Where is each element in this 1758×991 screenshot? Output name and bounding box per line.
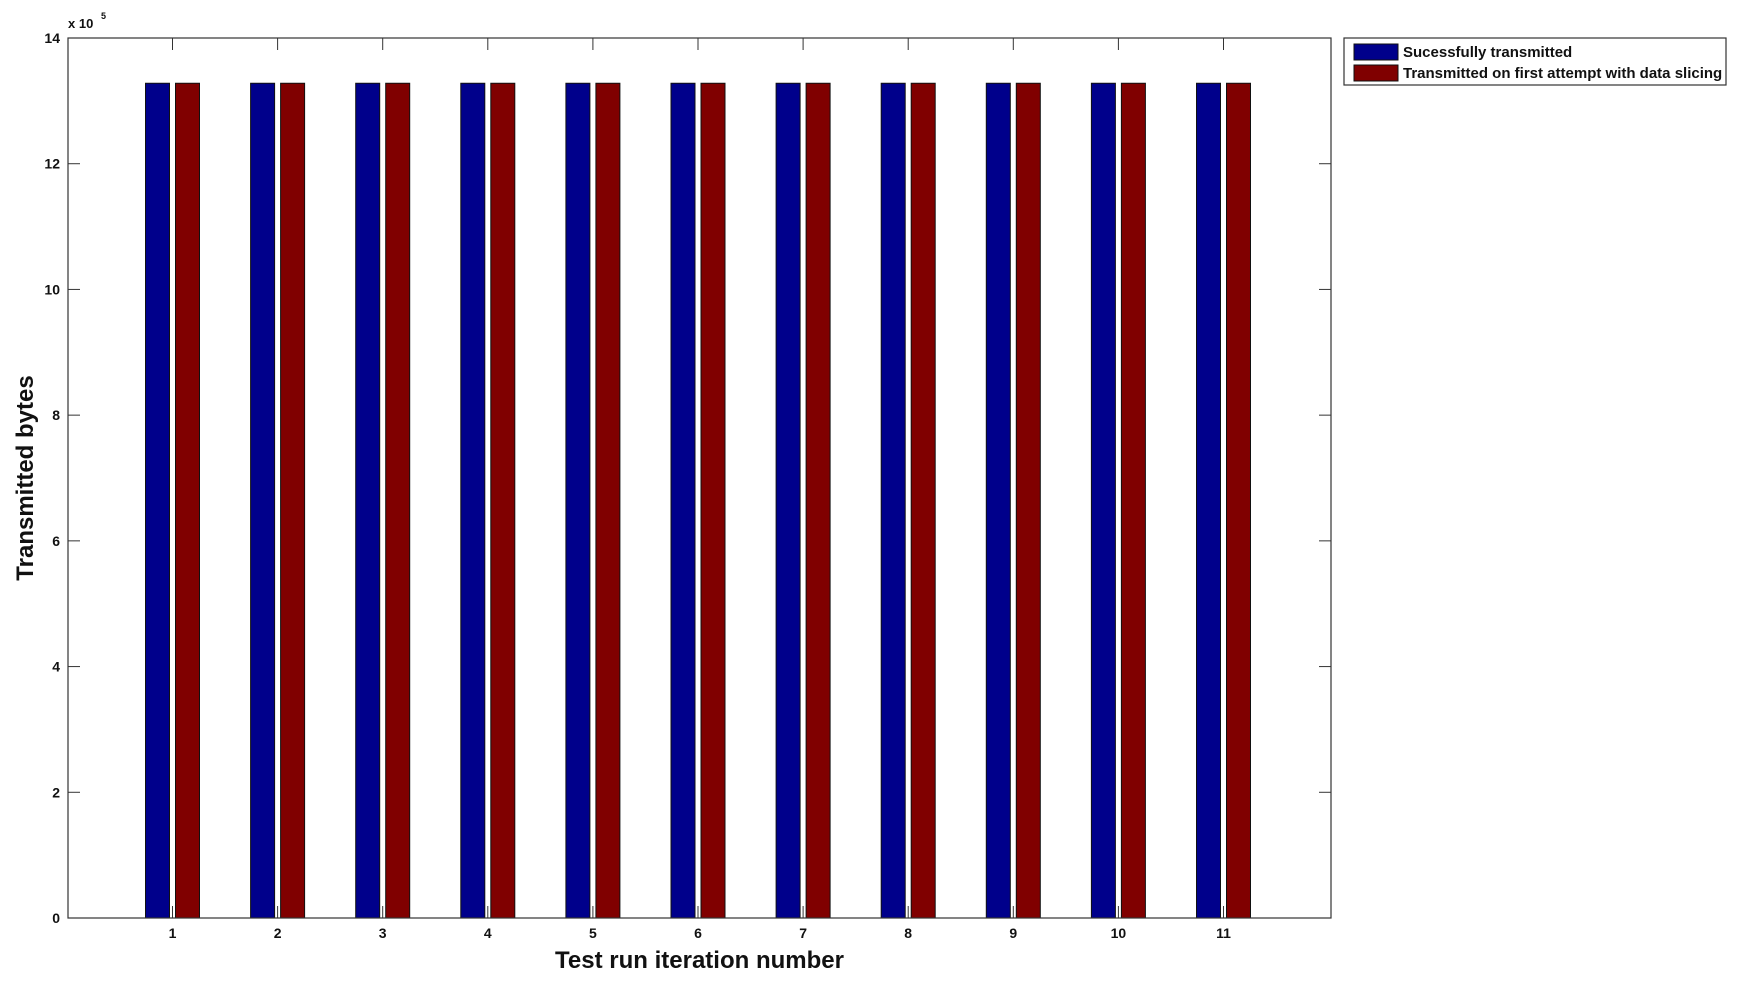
x-tick-label-10: 10 bbox=[1111, 925, 1127, 941]
bar-series-2-cat-6 bbox=[700, 82, 726, 919]
bar-series-2-cat-3 bbox=[385, 82, 411, 919]
legend-box bbox=[1343, 37, 1727, 86]
legend-label-series-1: Sucessfully transmitted bbox=[1403, 44, 1572, 61]
x-tick-label-6: 6 bbox=[694, 925, 702, 941]
bar-series-2-cat-5 bbox=[595, 82, 621, 919]
y-tick-label-4: 4 bbox=[52, 659, 60, 675]
bar-series-1-cat-11 bbox=[1196, 82, 1221, 919]
y-tick-label-6: 6 bbox=[52, 533, 60, 549]
x-tick-label-2: 2 bbox=[274, 925, 282, 941]
x-tick-label-7: 7 bbox=[799, 925, 807, 941]
x-tick-label-11: 11 bbox=[1216, 925, 1231, 941]
bar-series-2-cat-10 bbox=[1120, 82, 1146, 919]
y-tick-label-0: 0 bbox=[52, 910, 60, 926]
bar-series-1-cat-2 bbox=[250, 82, 276, 919]
bars-layer bbox=[145, 82, 1251, 919]
bar-series-1-cat-6 bbox=[670, 82, 696, 919]
legend-swatch-series-1 bbox=[1353, 43, 1399, 61]
y-tick-label-10: 10 bbox=[44, 281, 60, 297]
bar-series-1-cat-5 bbox=[565, 82, 591, 919]
y-tick-label-14: 14 bbox=[44, 30, 60, 46]
x-tick-label-8: 8 bbox=[904, 925, 912, 941]
x-axis-title: Test run iteration number bbox=[555, 947, 844, 974]
x-tick-label-1: 1 bbox=[169, 925, 177, 941]
bar-series-2-cat-1 bbox=[175, 82, 200, 919]
bar-series-2-cat-11 bbox=[1226, 82, 1251, 919]
y-tick-label-12: 12 bbox=[44, 156, 60, 172]
legend: Sucessfully transmitted Transmitted on f… bbox=[1343, 37, 1727, 86]
legend-swatch-series-2 bbox=[1353, 64, 1399, 82]
bar-series-1-cat-4 bbox=[460, 82, 486, 919]
y-tick-label-2: 2 bbox=[52, 784, 60, 800]
y-tick-label-8: 8 bbox=[52, 407, 60, 423]
bar-series-2-cat-9 bbox=[1015, 82, 1041, 919]
plot-frame bbox=[67, 37, 1332, 919]
bar-series-2-cat-2 bbox=[280, 82, 306, 919]
bar-series-1-cat-9 bbox=[985, 82, 1011, 919]
x-tick-label-5: 5 bbox=[589, 925, 597, 941]
bar-series-1-cat-3 bbox=[355, 82, 381, 919]
bar-series-1-cat-8 bbox=[880, 82, 906, 919]
x-tick-label-4: 4 bbox=[484, 925, 492, 941]
legend-label-series-2: Transmitted on first attempt with data s… bbox=[1403, 65, 1722, 82]
y-exponent-label: x 10 bbox=[68, 16, 93, 31]
y-axis-title: Transmitted bytes bbox=[12, 375, 39, 580]
x-tick-label-9: 9 bbox=[1009, 925, 1017, 941]
bar-series-2-cat-7 bbox=[805, 82, 831, 919]
bar-series-1-cat-10 bbox=[1090, 82, 1116, 919]
bar-series-2-cat-8 bbox=[910, 82, 936, 919]
bar-series-1-cat-1 bbox=[145, 82, 170, 919]
bar-series-1-cat-7 bbox=[775, 82, 801, 919]
y-exponent-power: 5 bbox=[101, 11, 106, 21]
x-tick-label-3: 3 bbox=[379, 925, 387, 941]
bar-series-2-cat-4 bbox=[490, 82, 516, 919]
